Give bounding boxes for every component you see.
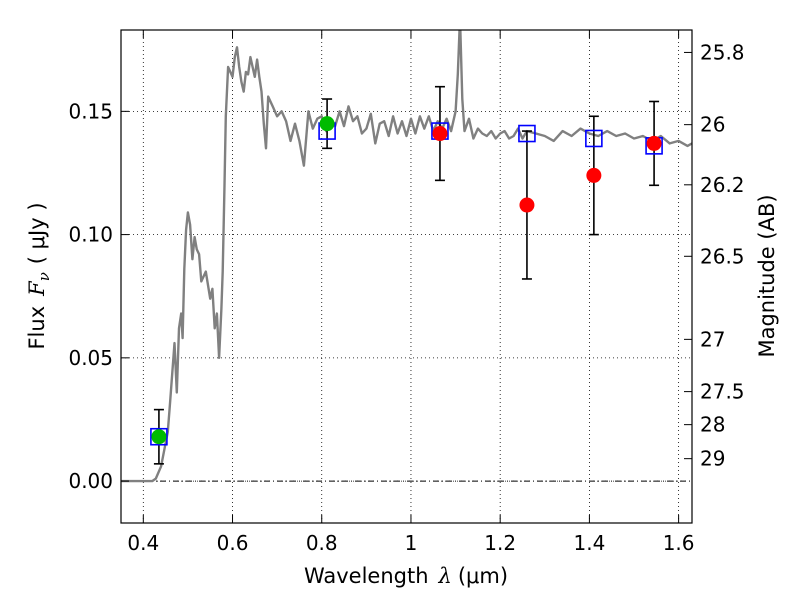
- model-point-square: [518, 124, 536, 143]
- plot-layer: [121, 30, 692, 483]
- magnitude-axis-title: Magnitude (AB): [755, 194, 779, 357]
- observed-point-red: [586, 167, 602, 183]
- x-tick-label: 1.2: [484, 531, 516, 555]
- spectrum-line: [121, 30, 692, 483]
- x-tick-label: 0.6: [217, 531, 249, 555]
- magnitude-tick-label: 26.2: [700, 173, 745, 197]
- x-tick-label: 1: [405, 531, 418, 555]
- magnitude-tick-label: 25.8: [700, 40, 745, 64]
- x-axis-title: Wavelength λ (μm): [304, 564, 508, 588]
- magnitude-tick-label: 29: [700, 447, 725, 471]
- y-tick-label: 0.05: [68, 346, 113, 370]
- y-tick-label: 0.15: [68, 99, 113, 123]
- magnitude-tick-label: 26: [700, 113, 725, 137]
- y-tick-label: 0.10: [68, 223, 113, 247]
- magnitude-tick-label: 27: [700, 327, 725, 351]
- model-point-square: [150, 427, 168, 446]
- y-axis-title: FluxFν( μJy ): [25, 202, 53, 349]
- observed-point-red: [519, 197, 535, 213]
- axis-ticks: 0.4 0.6 0.8 1 1.2 1.4 1.6 0.00 0.05 0.10 0.15 25.8 2…: [68, 30, 745, 555]
- plot-frame: [120, 29, 693, 524]
- observed-point-green: [319, 116, 335, 132]
- magnitude-tick-label: 26.5: [700, 244, 745, 268]
- y-tick-label: 0.00: [68, 469, 113, 493]
- magnitude-tick-label: 28: [700, 413, 725, 437]
- observed-point-red: [432, 126, 448, 142]
- x-tick-label: 0.8: [306, 531, 338, 555]
- x-tick-label: 0.4: [127, 531, 159, 555]
- x-tick-label: 1.4: [573, 531, 605, 555]
- observed-point-green: [151, 429, 167, 445]
- model-point-square: [585, 129, 603, 148]
- observed-point-red: [646, 135, 662, 151]
- magnitude-tick-label: 27.5: [700, 380, 745, 404]
- x-tick-label: 1.6: [663, 531, 695, 555]
